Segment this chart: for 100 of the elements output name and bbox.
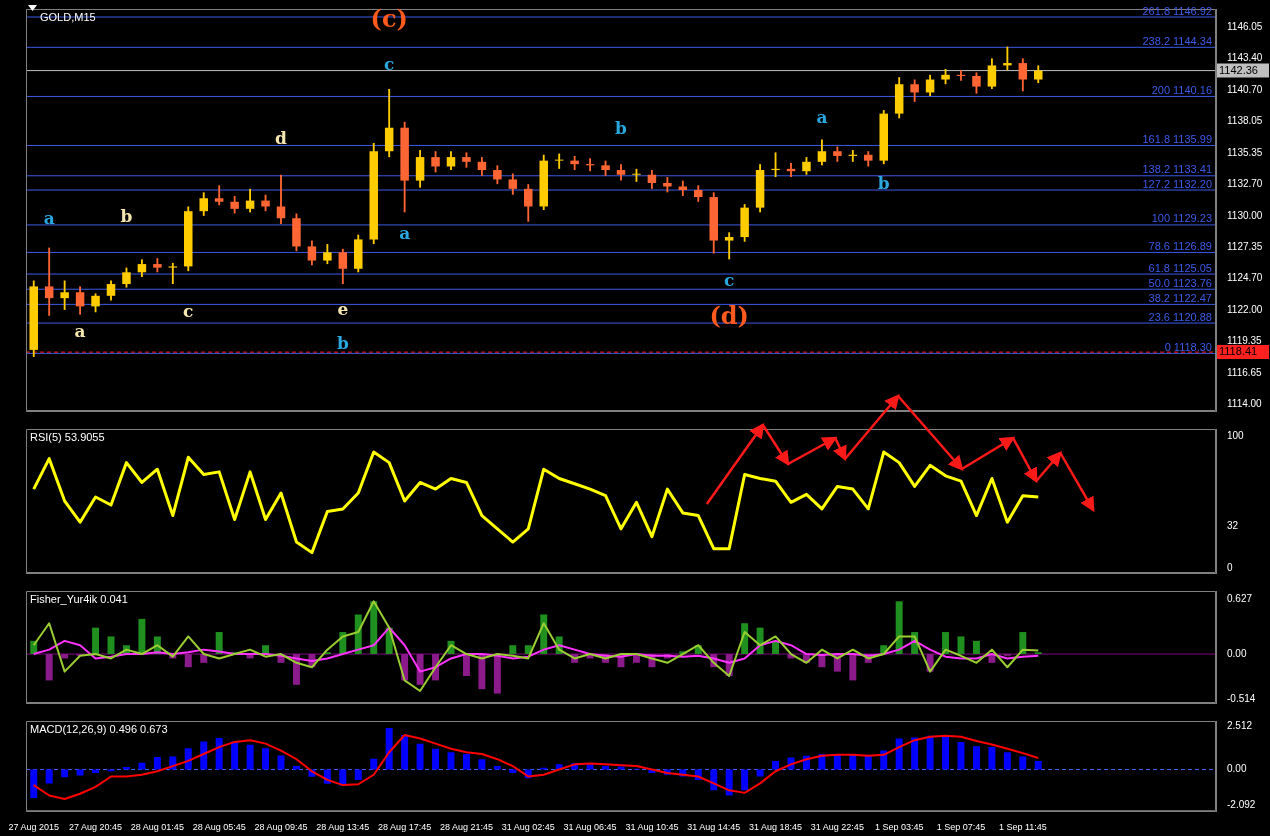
bar bbox=[1034, 760, 1042, 770]
bar bbox=[972, 746, 980, 770]
y-tick-label: 1114.00 bbox=[1227, 397, 1263, 409]
y-tick-label: 1140.70 bbox=[1227, 83, 1263, 95]
x-tick-label: 27 Aug 20:45 bbox=[69, 822, 123, 833]
bar bbox=[462, 654, 470, 677]
ref-line-label: 200 1140.16 bbox=[1151, 83, 1212, 96]
bar bbox=[215, 737, 223, 770]
bar bbox=[354, 769, 362, 781]
bar bbox=[215, 632, 223, 655]
x-tick-label: 28 Aug 05:45 bbox=[192, 822, 246, 833]
x-tick-label: 31 Aug 06:45 bbox=[563, 822, 617, 833]
y-tick-label: 2.512 bbox=[1227, 719, 1253, 731]
chart-title: RSI(5) 53.9055 bbox=[30, 430, 105, 443]
annotation: b bbox=[120, 205, 133, 226]
x-tick-label: 31 Aug 18:45 bbox=[749, 822, 803, 833]
bar bbox=[200, 654, 208, 663]
x-tick-label: 31 Aug 22:45 bbox=[810, 822, 864, 833]
ref-line-label: 238.2 1144.34 bbox=[1142, 34, 1212, 47]
x-tick-label: 27 Aug 2015 bbox=[8, 822, 60, 833]
annotation: b bbox=[877, 172, 890, 193]
annotation: c bbox=[384, 53, 395, 74]
y-tick-label: 100 bbox=[1227, 429, 1245, 441]
x-tick-label: 1 Sep 11:45 bbox=[998, 822, 1047, 833]
annotation: b bbox=[615, 118, 628, 139]
y-tick-label: 1132.70 bbox=[1227, 177, 1263, 189]
bar bbox=[61, 769, 69, 778]
x-tick-label: 28 Aug 01:45 bbox=[130, 822, 184, 833]
annotation: d bbox=[275, 128, 288, 149]
y-tick-label: 1122.00 bbox=[1227, 303, 1263, 315]
bar bbox=[972, 640, 980, 655]
y-tick-label: 0.627 bbox=[1227, 592, 1253, 604]
bar bbox=[277, 755, 285, 770]
bar bbox=[416, 743, 424, 770]
y-tick-label: -0.514 bbox=[1227, 692, 1256, 704]
bar bbox=[926, 735, 934, 770]
ref-line-label: 161.8 1135.99 bbox=[1142, 133, 1212, 145]
bar bbox=[432, 748, 440, 770]
y-tick-label: 1138.05 bbox=[1227, 115, 1263, 126]
bar bbox=[849, 654, 857, 681]
y-tick-label: 1135.35 bbox=[1227, 146, 1263, 158]
ref-line-label: 1118.41 bbox=[1219, 345, 1258, 358]
bar bbox=[122, 766, 130, 770]
bar bbox=[493, 766, 501, 770]
bar bbox=[292, 766, 300, 770]
bar bbox=[849, 754, 857, 770]
x-tick-label: 31 Aug 02:45 bbox=[501, 822, 555, 833]
bar bbox=[385, 728, 393, 770]
y-tick-label: 1146.05 bbox=[1227, 20, 1263, 32]
y-tick-label: 0 bbox=[1227, 562, 1233, 574]
bar bbox=[864, 755, 872, 770]
bar bbox=[370, 758, 378, 770]
bar bbox=[493, 654, 501, 694]
annotation: a bbox=[74, 320, 86, 341]
ref-line-label: 138.2 1133.41 bbox=[1142, 163, 1212, 176]
bar bbox=[988, 747, 996, 770]
bar bbox=[617, 766, 625, 770]
chart-title: MACD(12,26,9) 0.496 0.673 bbox=[30, 722, 168, 735]
annotation: a bbox=[399, 222, 411, 243]
bar bbox=[30, 769, 38, 799]
y-tick-label: 1143.40 bbox=[1227, 52, 1263, 64]
bar bbox=[509, 645, 517, 655]
bar bbox=[1019, 756, 1027, 770]
ref-line-label: 78.6 1126.89 bbox=[1148, 239, 1212, 252]
bar bbox=[262, 748, 270, 770]
bar bbox=[184, 654, 192, 668]
bar bbox=[447, 752, 455, 770]
y-tick-label: -2.092 bbox=[1227, 799, 1256, 811]
bar bbox=[942, 736, 950, 770]
y-tick-label: 1130.00 bbox=[1227, 209, 1263, 221]
annotation: c bbox=[183, 300, 194, 321]
x-tick-label: 28 Aug 09:45 bbox=[254, 822, 308, 833]
bar bbox=[416, 654, 424, 685]
bar bbox=[92, 627, 100, 655]
candlestick bbox=[1003, 46, 1012, 71]
annotation: (d) bbox=[709, 301, 749, 331]
annotation: c bbox=[724, 269, 735, 290]
bar bbox=[401, 735, 409, 770]
bar bbox=[138, 618, 146, 655]
annotation: a bbox=[43, 207, 55, 228]
ref-line-label: 0 1118.30 bbox=[1164, 340, 1212, 353]
y-tick-label: 1116.65 bbox=[1227, 366, 1263, 378]
bar bbox=[462, 754, 470, 770]
candlestick bbox=[168, 262, 178, 285]
bar bbox=[1003, 752, 1011, 770]
ref-line-label: 261.8 1146.92 bbox=[1142, 4, 1212, 17]
y-tick-label: 32 bbox=[1227, 519, 1239, 531]
x-tick-label: 28 Aug 17:45 bbox=[378, 822, 432, 833]
bar bbox=[76, 769, 84, 776]
ref-line-label: 100 1129.23 bbox=[1151, 212, 1212, 225]
annotation: (c) bbox=[370, 4, 408, 34]
x-tick-label: 28 Aug 21:45 bbox=[439, 822, 493, 833]
bar bbox=[895, 738, 903, 770]
x-tick-label: 31 Aug 14:45 bbox=[687, 822, 741, 833]
y-tick-label: 1124.70 bbox=[1227, 271, 1263, 283]
y-tick-label: 0.00 bbox=[1227, 647, 1247, 659]
bar bbox=[478, 654, 486, 690]
bar bbox=[45, 654, 53, 681]
bar bbox=[895, 601, 903, 655]
annotation: e bbox=[337, 298, 349, 319]
